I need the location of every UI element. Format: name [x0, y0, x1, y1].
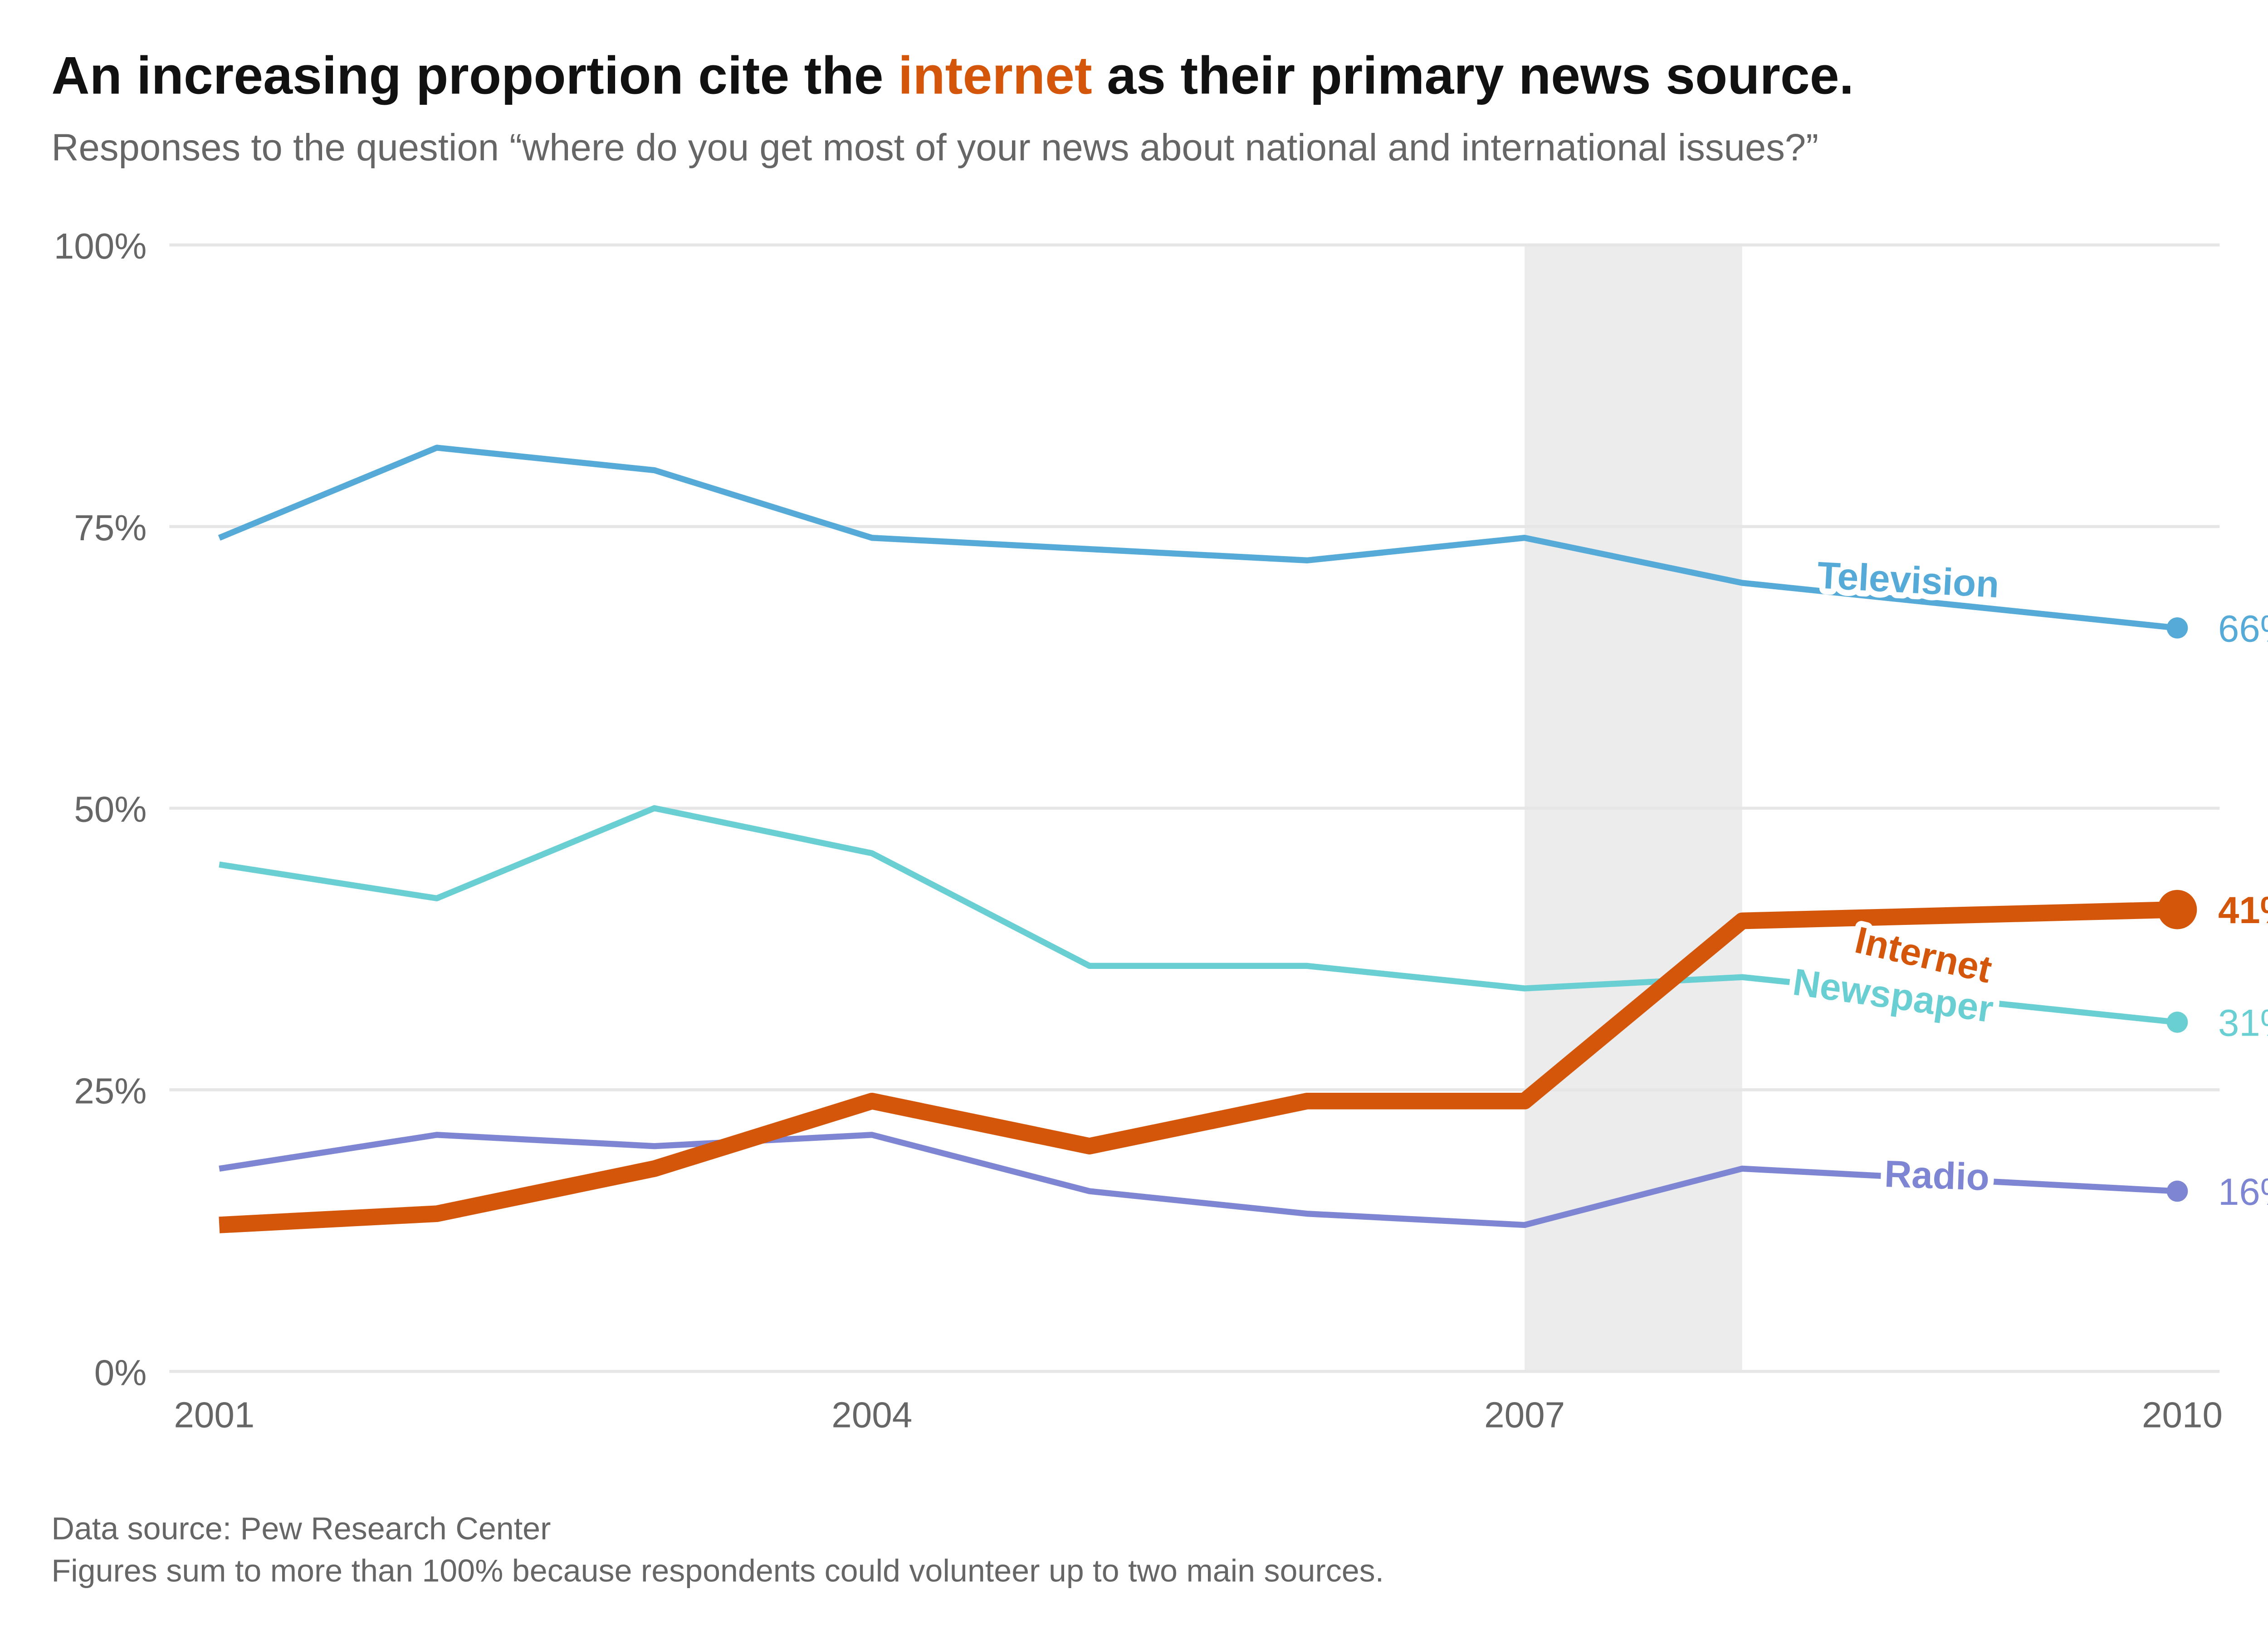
y-tick-label: 100% — [54, 226, 147, 266]
plot-area: 0% 25% 50% 75% 100% 2001 2004 2007 2010 66% Televi… — [54, 226, 2268, 1435]
footnote: Figures sum to more than 100% because re… — [51, 1553, 1384, 1589]
end-point-radio — [2166, 1180, 2188, 1202]
end-value-label: 31% — [2218, 1002, 2268, 1044]
series-label-television: Television — [1816, 554, 2000, 606]
end-point-television — [2166, 617, 2188, 639]
end-point-newspaper — [2166, 1012, 2188, 1033]
title-text-end: as their primary news source. — [1092, 46, 1854, 105]
series-label-radio: Radio — [1884, 1153, 1990, 1198]
series-line-radio — [219, 1132, 2178, 1228]
series-line-television — [218, 445, 2178, 631]
chart-title: An increasing proportion cite the intern… — [51, 46, 1854, 105]
x-tick-label: 2007 — [1484, 1395, 1565, 1435]
y-tick-label: 50% — [74, 789, 147, 830]
end-value-label: 16% — [2218, 1171, 2268, 1213]
x-tick-label: 2001 — [174, 1395, 254, 1435]
end-point-internet — [2157, 890, 2197, 929]
x-tick-label: 2004 — [831, 1395, 912, 1435]
source-note: Data source: Pew Research Center — [51, 1511, 551, 1546]
x-tick-label: 2010 — [2142, 1395, 2223, 1435]
end-value-label: 66% — [2218, 607, 2268, 650]
series-line-internet — [219, 901, 2178, 1233]
y-tick-label: 0% — [94, 1352, 147, 1393]
title-text: An increasing proportion cite the — [51, 46, 898, 105]
y-tick-label: 75% — [74, 508, 147, 548]
title-highlight: internet — [898, 46, 1092, 105]
end-value-label: 41% — [2218, 889, 2268, 931]
y-tick-label: 25% — [74, 1071, 147, 1111]
chart-subtitle: Responses to the question “where do you … — [51, 126, 1818, 168]
